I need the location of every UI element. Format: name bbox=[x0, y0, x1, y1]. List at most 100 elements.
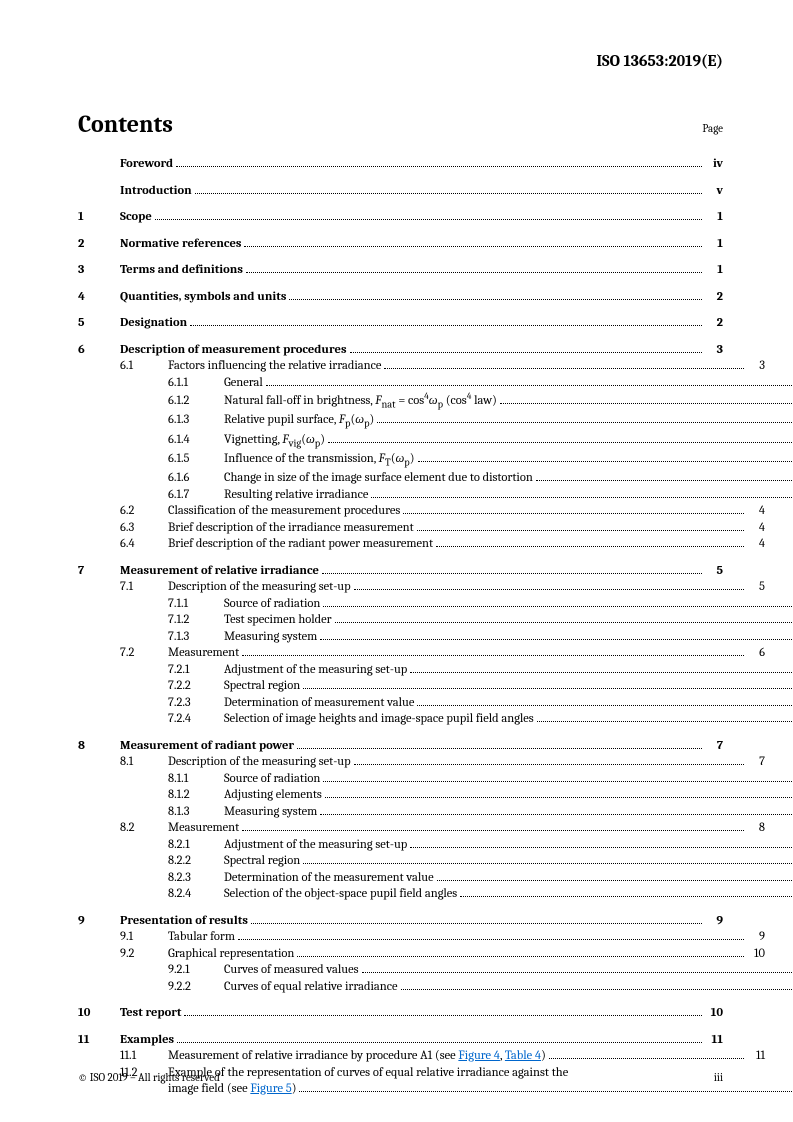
toc-row: 7.2Measurement6 bbox=[78, 645, 765, 662]
toc-page: v bbox=[705, 183, 723, 200]
toc-row: 3Terms and definitions1 bbox=[78, 262, 723, 279]
toc-number: 8.1.2 bbox=[168, 787, 224, 804]
toc-leader bbox=[536, 470, 792, 481]
toc-label: Determination of the measurement value bbox=[224, 870, 434, 887]
toc-number: 8.1.1 bbox=[168, 771, 224, 788]
copyright-text: © ISO 2019 – All rights reserved bbox=[78, 1071, 220, 1084]
toc-label: Designation bbox=[120, 315, 187, 332]
toc-label: Selection of the object-space pupil fiel… bbox=[224, 886, 457, 903]
toc-page: 2 bbox=[705, 315, 723, 332]
toc-row: 11Examples11 bbox=[78, 1032, 723, 1049]
toc-label: Introduction bbox=[120, 183, 192, 200]
toc-row: 8Measurement of radiant power7 bbox=[78, 738, 723, 755]
toc-number: 7.2.2 bbox=[168, 678, 224, 695]
toc-row: 8.1Description of the measuring set-up7 bbox=[78, 754, 765, 771]
toc-leader bbox=[537, 711, 792, 722]
toc-leader bbox=[500, 393, 792, 404]
toc-label: Examples bbox=[120, 1032, 174, 1049]
toc-label: Spectral region bbox=[224, 853, 300, 870]
toc-leader bbox=[176, 156, 702, 167]
toc-label: Determination of measurement value bbox=[224, 695, 414, 712]
toc-leader bbox=[350, 342, 703, 353]
toc-row: 5Designation 2 bbox=[78, 315, 723, 332]
toc-row: 6.1.4Vignetting, Fvig(ωp)3 bbox=[78, 432, 793, 451]
toc-label: Terms and definitions bbox=[120, 262, 243, 279]
toc-leader bbox=[335, 612, 792, 623]
toc-row: 7.1.1Source of radiation5 bbox=[78, 596, 793, 613]
toc-number: 7.1.3 bbox=[168, 629, 224, 646]
toc-number: 10 bbox=[78, 1005, 120, 1022]
toc-row: 10Test report10 bbox=[78, 1005, 723, 1022]
toc-leader bbox=[177, 1032, 702, 1043]
toc-row: 6.3Brief description of the irradiance m… bbox=[78, 520, 765, 537]
toc-leader bbox=[266, 375, 792, 386]
toc-label: Measurement of relative irradiance bbox=[120, 563, 319, 580]
toc-leader bbox=[460, 886, 792, 897]
toc-row: 7Measurement of relative irradiance5 bbox=[78, 563, 723, 580]
toc-page: 3 bbox=[705, 342, 723, 359]
toc-leader bbox=[323, 771, 792, 782]
toc-leader bbox=[322, 563, 702, 574]
toc-leader bbox=[403, 503, 744, 514]
toc-leader bbox=[184, 1005, 702, 1016]
toc-label: Brief description of the radiant power m… bbox=[168, 536, 433, 553]
doc-header: ISO 13653:2019(E) bbox=[78, 52, 723, 70]
toc-number: 9.2.2 bbox=[168, 979, 224, 996]
contents-title: Contents bbox=[78, 110, 173, 138]
toc-page: 1 bbox=[705, 236, 723, 253]
toc-leader bbox=[377, 412, 792, 423]
toc-number: 6.1.5 bbox=[168, 451, 224, 468]
toc-label: Quantities, symbols and units bbox=[120, 289, 286, 306]
toc-row: 7.2.2Spectral region6 bbox=[78, 678, 793, 695]
toc-label: Spectral region bbox=[224, 678, 300, 695]
toc-label: Source of radiation bbox=[224, 771, 320, 788]
toc-leader bbox=[410, 662, 792, 673]
toc-leader bbox=[328, 432, 792, 443]
toc-row: 7.1.2Test specimen holder5 bbox=[78, 612, 793, 629]
toc-leader bbox=[354, 754, 744, 765]
toc-label: Adjusting elements bbox=[224, 787, 322, 804]
toc-leader bbox=[417, 695, 792, 706]
toc-page: 8 bbox=[747, 820, 765, 837]
toc-number: 8.1 bbox=[120, 754, 168, 771]
toc-row: 8.2.1Adjustment of the measuring set-up8 bbox=[78, 837, 793, 854]
toc-leader bbox=[246, 262, 702, 273]
toc-number: 6.1.2 bbox=[168, 393, 224, 410]
toc-label: Tabular form bbox=[168, 929, 235, 946]
toc-page: 4 bbox=[747, 520, 765, 537]
toc-number: 9 bbox=[78, 913, 120, 930]
toc-row: 7.2.3Determination of measurement value6 bbox=[78, 695, 793, 712]
toc-number: 11.1 bbox=[120, 1048, 168, 1065]
toc-leader bbox=[297, 738, 702, 749]
toc-number: 7.2 bbox=[120, 645, 168, 662]
toc-number: 9.2.1 bbox=[168, 962, 224, 979]
toc-number: 8.2 bbox=[120, 820, 168, 837]
toc-row: 2Normative references1 bbox=[78, 236, 723, 253]
toc-row: 9.2.1Curves of measured values10 bbox=[78, 962, 793, 979]
toc-number: 6.1.1 bbox=[168, 375, 224, 392]
toc-label: Normative references bbox=[120, 236, 241, 253]
toc-number: 6.4 bbox=[120, 536, 168, 553]
toc-label: Description of the measuring set-up bbox=[168, 579, 351, 596]
toc-label: Graphical representation bbox=[168, 946, 294, 963]
toc-label: Factors influencing the relative irradia… bbox=[168, 358, 381, 375]
toc-number: 9.1 bbox=[120, 929, 168, 946]
toc-leader bbox=[325, 787, 792, 798]
toc-number: 5 bbox=[78, 315, 120, 332]
toc-label: Influence of the transmission, FT(ωp) bbox=[224, 451, 415, 470]
toc-label: Test report bbox=[120, 1005, 181, 1022]
toc-page: 1 bbox=[705, 262, 723, 279]
toc-leader bbox=[244, 236, 702, 247]
toc-number: 8.2.3 bbox=[168, 870, 224, 887]
toc-number: 1 bbox=[78, 209, 120, 226]
toc-leader bbox=[242, 820, 744, 831]
toc-number: 11 bbox=[78, 1032, 120, 1049]
toc-leader bbox=[417, 520, 744, 531]
toc-page: 5 bbox=[705, 563, 723, 580]
toc-label: Classification of the measurement proced… bbox=[168, 503, 400, 520]
toc-row: 7.2.1Adjustment of the measuring set-up6 bbox=[78, 662, 793, 679]
toc-number: 4 bbox=[78, 289, 120, 306]
toc-page: 7 bbox=[747, 754, 765, 771]
toc-leader bbox=[303, 853, 792, 864]
toc-number: 7.1.1 bbox=[168, 596, 224, 613]
